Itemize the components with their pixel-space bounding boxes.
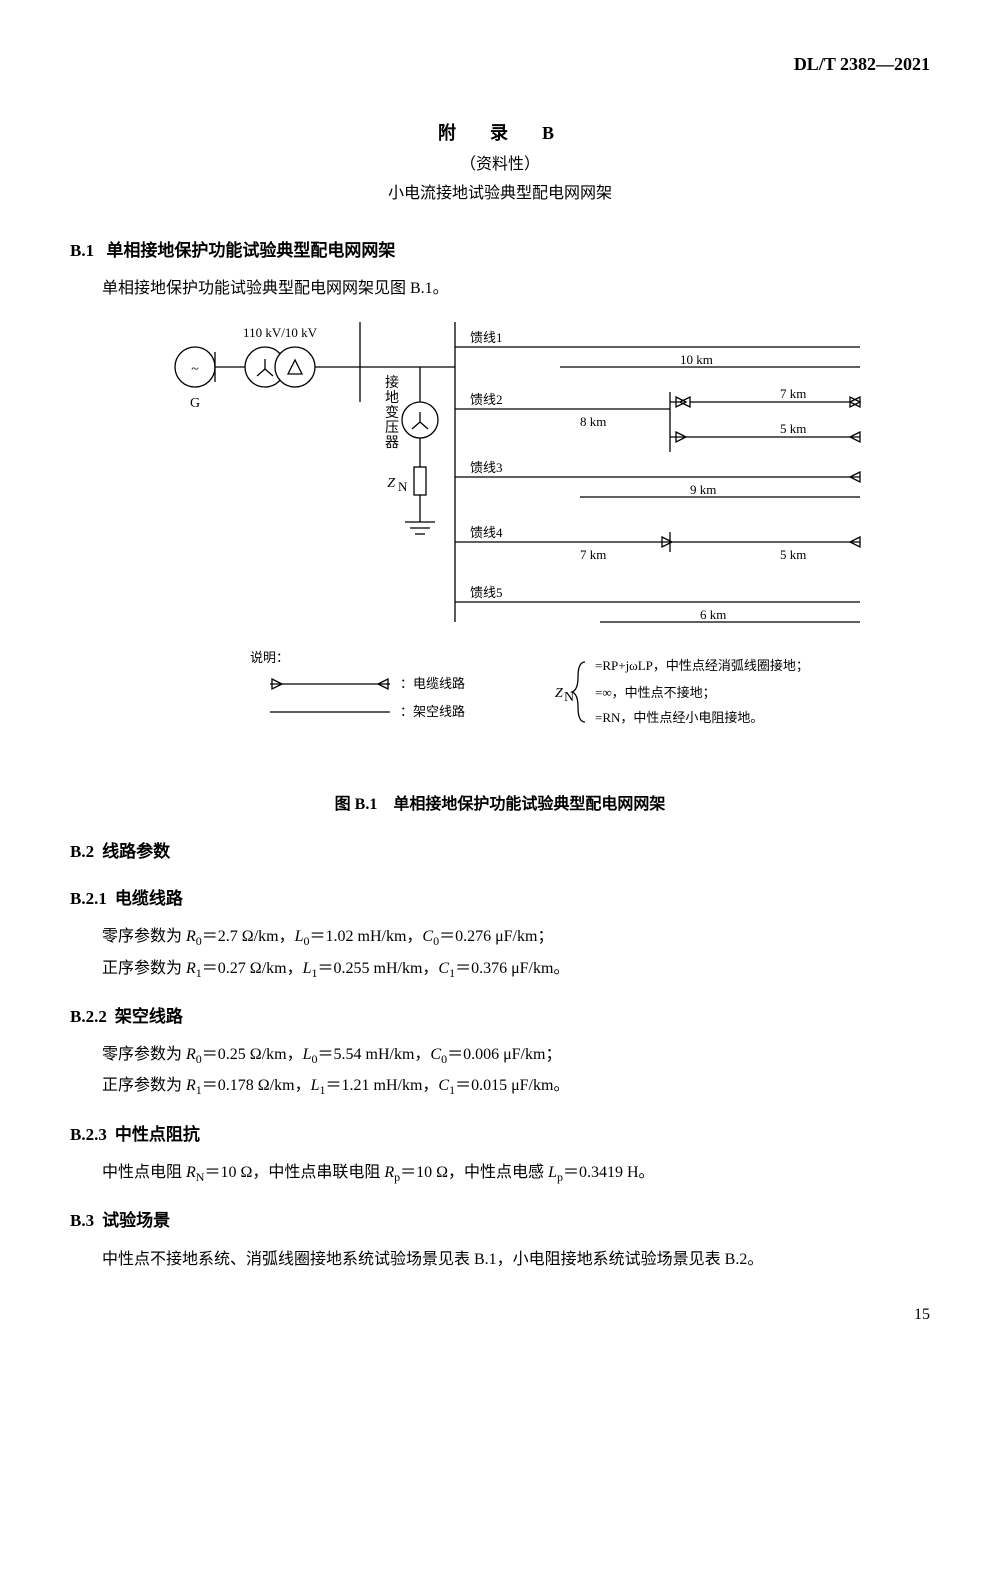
svg-text:：电缆线路: ：电缆线路 <box>400 676 465 691</box>
section-b23: B.2.3中性点阻抗 <box>70 1121 930 1148</box>
svg-text:=RP+jωLP，中性点经消弧线圈接地；: =RP+jωLP，中性点经消弧线圈接地； <box>595 658 809 674</box>
b21-zero: 零序参数为 R0＝2.7 Ω/km，L0＝1.02 mH/km，C0＝0.276… <box>70 924 930 951</box>
b21-pos: 正序参数为 R1＝0.27 Ω/km，L1＝0.255 mH/km，C1＝0.3… <box>70 956 930 983</box>
legend-title: 说明： <box>250 650 289 665</box>
svg-text:~: ~ <box>191 362 199 377</box>
section-b1: B.1 单相接地保护功能试验典型配电网网架 <box>70 237 930 264</box>
svg-text:Z: Z <box>555 686 563 701</box>
svg-text:7 km: 7 km <box>780 386 806 401</box>
feeder2-name: 馈线2 <box>470 392 503 407</box>
svg-text:地: 地 <box>385 390 399 406</box>
appendix-letter: 附 录 B <box>70 119 930 148</box>
doc-number: DL/T 2382—2021 <box>70 50 930 79</box>
b3-text: 中性点不接地系统、消弧线圈接地系统试验场景见表 B.1，小电阻接地系统试验场景见… <box>70 1247 930 1273</box>
svg-text:8 km: 8 km <box>580 414 606 429</box>
figure-num: 图 B.1 <box>335 796 378 813</box>
svg-text:9 km: 9 km <box>690 482 716 497</box>
section-num: B.1 <box>70 241 94 260</box>
svg-text:5 km: 5 km <box>780 547 806 562</box>
figure-caption: 图 B.1 单相接地保护功能试验典型配电网网架 <box>70 792 930 818</box>
svg-text:N: N <box>398 479 408 494</box>
figure-b1: ~ G 110 kV/10 kV 接 地 变 压 器 Z <box>160 312 930 781</box>
section-b22: B.2.2架空线路 <box>70 1003 930 1030</box>
svg-text:5 km: 5 km <box>780 421 806 436</box>
section-b2: B.2线路参数 <box>70 838 930 865</box>
appendix-type: （资料性） <box>70 152 930 178</box>
gt-label-1: 接 <box>385 374 399 391</box>
svg-text:：架空线路: ：架空线路 <box>400 704 465 719</box>
appendix-title: 小电流接地试验典型配电网网架 <box>70 181 930 207</box>
section-b3: B.3试验场景 <box>70 1207 930 1234</box>
b1-intro: 单相接地保护功能试验典型配电网网架见图 B.1。 <box>70 276 930 302</box>
feeder5-name: 馈线5 <box>470 585 503 600</box>
svg-text:6 km: 6 km <box>700 607 726 622</box>
zn-label: Z <box>387 476 395 491</box>
feeder4-name: 馈线4 <box>470 525 503 540</box>
feeder3-name: 馈线3 <box>470 460 503 475</box>
svg-text:器: 器 <box>385 436 399 451</box>
b23-text: 中性点电阻 RN＝10 Ω，中性点串联电阻 Rp＝10 Ω，中性点电感 Lp＝0… <box>70 1160 930 1187</box>
svg-text:压: 压 <box>385 421 399 436</box>
svg-text:7 km: 7 km <box>580 547 606 562</box>
feeder1-len: 10 km <box>680 352 713 367</box>
gen-label: G <box>190 396 200 411</box>
section-b21: B.2.1电缆线路 <box>70 885 930 912</box>
section-heading: 单相接地保护功能试验典型配电网网架 <box>106 241 395 260</box>
svg-text:变: 变 <box>385 405 399 421</box>
svg-text:=∞，中性点不接地；: =∞，中性点不接地； <box>595 685 716 701</box>
figure-caption-text: 单相接地保护功能试验典型配电网网架 <box>393 796 665 813</box>
b22-zero: 零序参数为 R0＝0.25 Ω/km，L0＝5.54 mH/km，C0＝0.00… <box>70 1042 930 1069</box>
page-number: 15 <box>70 1302 930 1328</box>
feeder1-name: 馈线1 <box>470 330 503 345</box>
b22-pos: 正序参数为 R1＝0.178 Ω/km，L1＝1.21 mH/km，C1＝0.0… <box>70 1073 930 1100</box>
voltage-label: 110 kV/10 kV <box>243 325 318 340</box>
svg-text:=RN，中性点经小电阻接地。: =RN，中性点经小电阻接地。 <box>595 710 763 725</box>
